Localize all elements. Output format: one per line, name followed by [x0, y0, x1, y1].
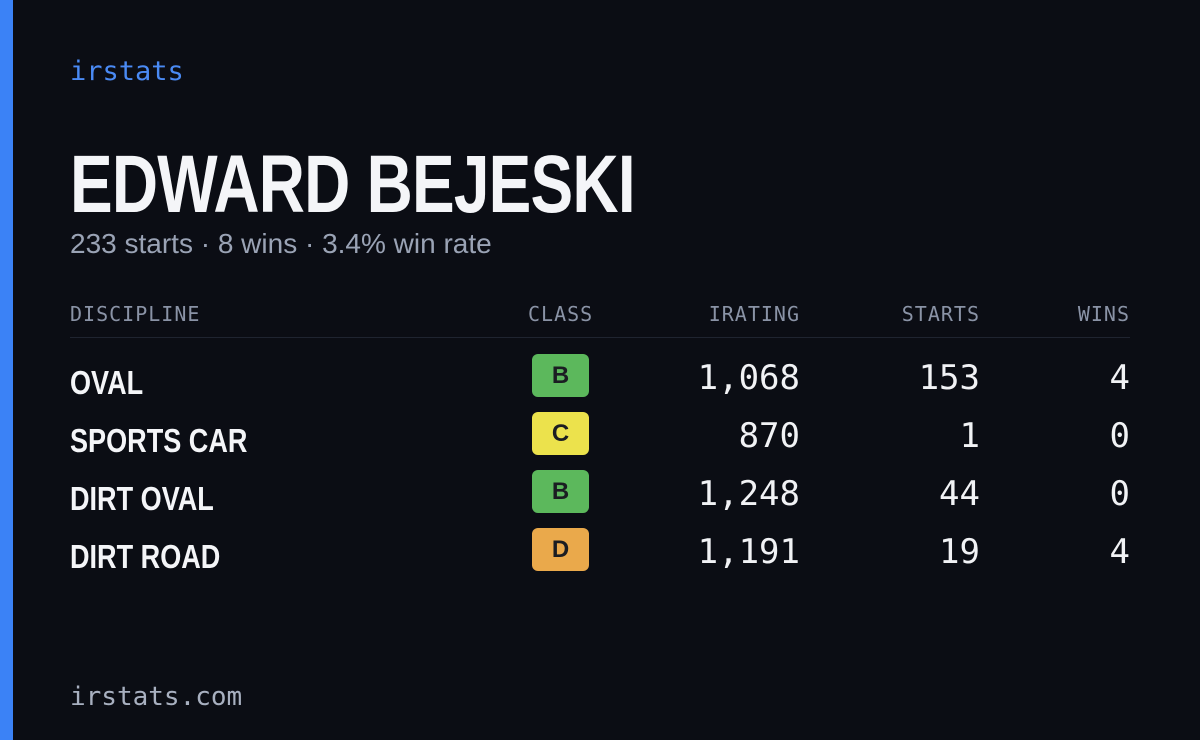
wins: 4	[1109, 358, 1130, 398]
starts: 1	[959, 416, 980, 456]
column-header: CLASS	[528, 302, 594, 326]
summary: 233 starts · 8 wins · 3.4% win rate	[70, 228, 492, 259]
column-header: STARTS	[901, 302, 980, 326]
discipline: OVAL	[70, 364, 144, 401]
column-header: IRATING	[708, 302, 800, 326]
brand: irstats	[70, 56, 184, 87]
starts: 19	[939, 532, 980, 572]
header-rule	[70, 337, 1130, 338]
discipline: DIRT OVAL	[70, 480, 214, 517]
discipline: DIRT ROAD	[70, 538, 221, 575]
discipline: SPORTS CAR	[70, 422, 248, 459]
column-header: WINS	[1077, 302, 1130, 326]
wins: 0	[1109, 416, 1130, 456]
column-header: DISCIPLINE	[70, 302, 201, 326]
wins: 0	[1109, 474, 1130, 514]
irating: 870	[738, 416, 800, 456]
irating: 1,068	[697, 358, 800, 398]
class-badge: D	[532, 528, 589, 571]
driver-name: EDWARD BEJESKI	[70, 139, 636, 230]
wins: 4	[1109, 532, 1130, 572]
irating: 1,248	[697, 474, 800, 514]
starts: 153	[918, 358, 980, 398]
class-badge: B	[532, 470, 589, 513]
accent-bar	[0, 0, 13, 740]
irating: 1,191	[697, 532, 800, 572]
starts: 44	[939, 474, 980, 514]
footer-url: irstats.com	[70, 682, 243, 712]
class-badge: C	[532, 412, 589, 455]
class-badge: B	[532, 354, 589, 397]
